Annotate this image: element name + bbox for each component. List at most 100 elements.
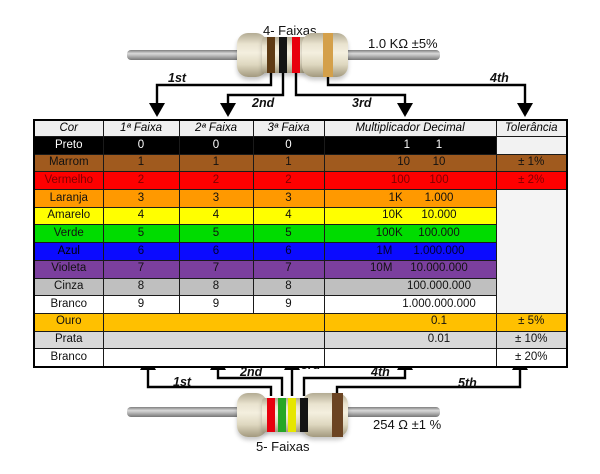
top-arrow-2nd-label: 2nd xyxy=(251,96,275,110)
cell-cor: Ouro xyxy=(33,312,104,332)
cell-tolerancia: ± 1% xyxy=(495,153,568,173)
cell-faixa2: 3 xyxy=(178,189,254,208)
top-arrow-4th-head xyxy=(517,103,533,117)
resistor-4-band xyxy=(127,33,440,77)
cell-faixa1: 3 xyxy=(102,189,180,208)
cell-cor: Verde xyxy=(33,224,104,244)
cell-multiplicador: 10K 10.000 xyxy=(323,206,497,226)
cell-cor: Branco xyxy=(33,348,104,368)
color-code-table: Cor 1ª Faixa 2ª Faixa 3ª Faixa Multiplic… xyxy=(33,119,568,368)
cell-multiplicador xyxy=(323,348,497,368)
bottom-arrow-1st-label: 1st xyxy=(173,375,192,389)
cell-faixa3: 7 xyxy=(252,259,325,279)
col-header-faixa3: 3ª Faixa xyxy=(252,119,325,137)
band-verde xyxy=(278,398,286,432)
cell-multiplicador: 1M 1.000.000 xyxy=(323,242,497,261)
top-arrow-3rd-head xyxy=(397,103,413,117)
cell-faixa2: 0 xyxy=(178,136,254,155)
cell-faixas-merged xyxy=(102,312,325,332)
cell-tolerancia xyxy=(495,136,568,155)
cell-cor: Branco xyxy=(33,295,104,314)
cell-multiplicador: 100 100 xyxy=(323,171,497,191)
table-row-amarelo: Amarelo 4 4 4 10K 10.000 xyxy=(33,206,567,226)
top-arrow-4th-label: 4th xyxy=(489,71,509,85)
cell-faixa2: 2 xyxy=(178,171,254,191)
table-row-verde: Verde 5 5 5 100K 100.000 xyxy=(33,224,567,244)
cell-faixa2: 1 xyxy=(178,153,254,173)
top-arrow-3rd-label: 3rd xyxy=(352,96,372,110)
top-arrow-2nd-line xyxy=(226,71,285,104)
bottom-arrow-5th-line xyxy=(335,369,522,394)
band-marrom xyxy=(267,37,275,73)
top-resistor-value: 1.0 KΩ ±5% xyxy=(368,36,438,51)
band-amarelo xyxy=(288,398,296,432)
cell-faixa2: 7 xyxy=(178,259,254,279)
cell-faixa3: 8 xyxy=(252,277,325,297)
cell-faixa1: 0 xyxy=(102,136,180,155)
cell-faixa1: 4 xyxy=(102,206,180,226)
cell-faixa3: 9 xyxy=(252,295,325,314)
cell-faixa3: 5 xyxy=(252,224,325,244)
cell-faixa1: 1 xyxy=(102,153,180,173)
table-row-cinza: Cinza 8 8 8 100.000.000 xyxy=(33,277,567,297)
table-row-violeta: Violeta 7 7 7 10M 10.000.000 xyxy=(33,259,567,279)
bottom-arrow-5th-label: 5th xyxy=(458,376,477,390)
cell-faixa2: 9 xyxy=(178,295,254,314)
cell-faixa2: 5 xyxy=(178,224,254,244)
bottom-arrow-4th-line xyxy=(302,369,407,396)
cell-tolerancia: ± 20% xyxy=(495,348,568,368)
resistor-5-band xyxy=(127,393,440,437)
top-figure-title: 4- Faixas xyxy=(263,23,317,38)
header-row: Cor 1ª Faixa 2ª Faixa 3ª Faixa Multiplic… xyxy=(33,119,568,137)
top-arrow-4th-line xyxy=(326,76,527,104)
cell-tolerancia-merged xyxy=(495,189,568,314)
bottom-arrow-2nd-label: 2nd xyxy=(239,365,263,379)
cell-faixa3: 3 xyxy=(252,189,325,208)
cell-faixa1: 7 xyxy=(102,259,180,279)
cell-cor: Cinza xyxy=(33,277,104,297)
table-row-branco: Branco 9 9 9 1.000.000.000 xyxy=(33,295,567,314)
cell-faixa2: 4 xyxy=(178,206,254,226)
cell-faixas-merged xyxy=(102,348,325,368)
band-ouro xyxy=(323,33,333,77)
band-marrom xyxy=(332,393,343,437)
cell-faixa3: 0 xyxy=(252,136,325,155)
bottom-figure-title: 5- Faixas xyxy=(256,439,310,454)
col-header-faixa2: 2ª Faixa xyxy=(178,119,254,137)
cell-multiplicador: 1.000.000.000 xyxy=(323,295,497,314)
cell-tolerancia: ± 2% xyxy=(495,171,568,191)
cell-tolerancia: ± 10% xyxy=(495,330,568,350)
table-row-prata: Prata 0.01 ± 10% xyxy=(33,330,568,350)
band-preto xyxy=(300,398,308,432)
cell-faixa3: 6 xyxy=(252,242,325,261)
bottom-arrow-4th-label: 4th xyxy=(370,365,390,379)
cell-multiplicador: 100K 100.000 xyxy=(323,224,497,244)
cell-cor: Prata xyxy=(33,330,104,350)
cell-faixa3: 1 xyxy=(252,153,325,173)
cell-faixa1: 2 xyxy=(102,171,180,191)
cell-multiplicador: 0.1 xyxy=(323,312,497,332)
cell-multiplicador: 0.01 xyxy=(323,330,497,350)
cell-faixa2: 8 xyxy=(178,277,254,297)
table-row-branco-tolerancia: Branco ± 20% xyxy=(33,348,568,368)
cell-faixa1: 9 xyxy=(102,295,180,314)
band-vermelho xyxy=(292,37,300,73)
bottom-arrow-2nd-line xyxy=(216,369,284,396)
cell-faixa1: 8 xyxy=(102,277,180,297)
top-arrow-1st-head xyxy=(149,103,165,117)
table-row-azul: Azul 6 6 6 1M 1.000.000 xyxy=(33,242,567,261)
cell-multiplicador: 1K 1.000 xyxy=(323,189,497,208)
col-header-cor: Cor xyxy=(33,119,104,137)
cell-faixa1: 6 xyxy=(102,242,180,261)
cell-multiplicador: 10M 10.000.000 xyxy=(323,259,497,279)
cell-faixa3: 4 xyxy=(252,206,325,226)
cell-cor: Violeta xyxy=(33,259,104,279)
cell-cor: Azul xyxy=(33,242,104,261)
cell-multiplicador: 10 10 xyxy=(323,153,497,173)
cell-multiplicador: 100.000.000 xyxy=(323,277,497,297)
top-arrow-1st-label: 1st xyxy=(168,71,187,85)
table-row-vermelho: Vermelho 2 2 2 100 100 ± 2% xyxy=(33,171,568,191)
